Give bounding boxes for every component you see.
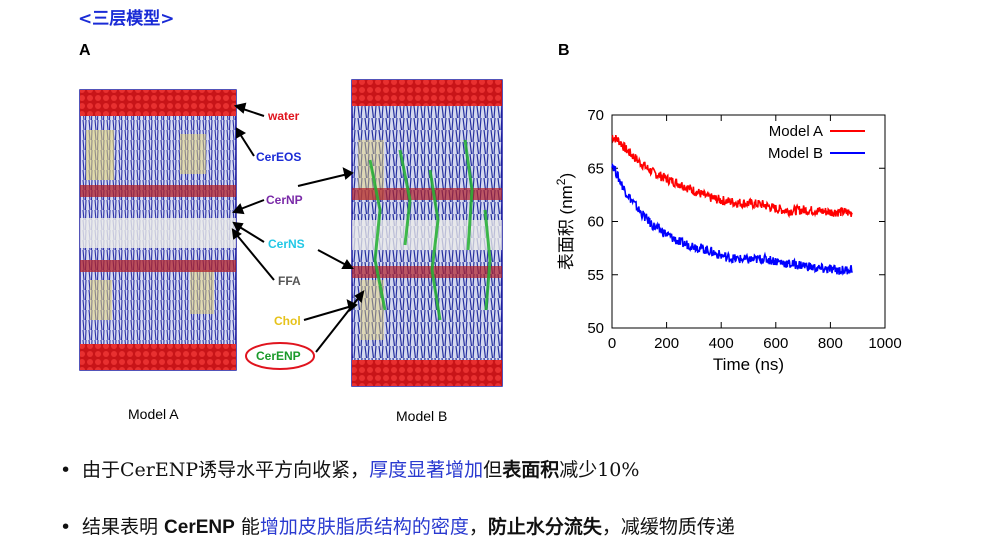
label-chol: Chol <box>274 314 301 328</box>
y-tick-label: 55 <box>587 267 604 284</box>
panel-b-letter: B <box>558 42 570 59</box>
label-cerenp: CerENP <box>256 349 301 363</box>
surface-area-chart: 0 200 400 600 800 1000 50 55 60 65 70 Model A Model… <box>554 107 902 374</box>
model-a-snapshot <box>79 89 237 371</box>
label-water: water <box>267 109 300 123</box>
cerenp-highlight-ring <box>245 342 315 370</box>
label-cereos: CerEOS <box>256 150 301 164</box>
bullet-marker: • <box>60 516 72 538</box>
legend-label: Model A <box>769 123 823 140</box>
x-tick-label: 200 <box>654 335 679 352</box>
label-ffa: FFA <box>278 274 301 288</box>
legend-label: Model B <box>768 145 823 162</box>
bullet-marker: • <box>60 459 72 481</box>
bullet-line-1: • 由于CerENP诱导水平方向收紧，厚度显著增加但表面积减少10% <box>60 459 640 481</box>
y-tick-label: 65 <box>587 160 604 177</box>
y-tick-label: 60 <box>587 214 604 231</box>
series-line-model-b <box>611 162 853 276</box>
x-tick-label: 600 <box>763 335 788 352</box>
plot-frame <box>611 114 886 329</box>
y-tick-label: 70 <box>587 107 604 124</box>
x-axis-label: Time (ns) <box>713 355 784 374</box>
series-line-model-a <box>611 134 853 219</box>
model-b-snapshot <box>351 79 503 387</box>
panel-a-letter: A <box>79 42 91 59</box>
label-cernp: CerNP <box>266 193 303 207</box>
svg-text:表面积 (nm2): 表面积 (nm2) <box>554 173 576 270</box>
x-tick-label: 800 <box>818 335 843 352</box>
section-title: <三层模型> <box>78 9 175 29</box>
model-b-caption: Model B <box>396 408 448 424</box>
label-cerns: CerNS <box>268 237 305 251</box>
membrane-simulation-figure: water CerEOS CerNP CerNS FFA Chol CerENP <box>79 79 503 387</box>
x-tick-label: 400 <box>709 335 734 352</box>
x-tick-label: 1000 <box>868 335 901 352</box>
y-tick-label: 50 <box>587 320 604 337</box>
bullet-line-2: • 结果表明 CerENP 能增加皮肤脂质结构的密度，防止水分流失，减缓物质传递 <box>60 516 735 538</box>
model-a-caption: Model A <box>128 406 179 422</box>
component-labels: water CerEOS CerNP CerNS FFA Chol CerENP <box>245 109 315 370</box>
label-arrows <box>231 102 365 353</box>
y-axis-label: 表面积 (nm2) <box>554 173 576 270</box>
x-tick-label: 0 <box>608 335 616 352</box>
